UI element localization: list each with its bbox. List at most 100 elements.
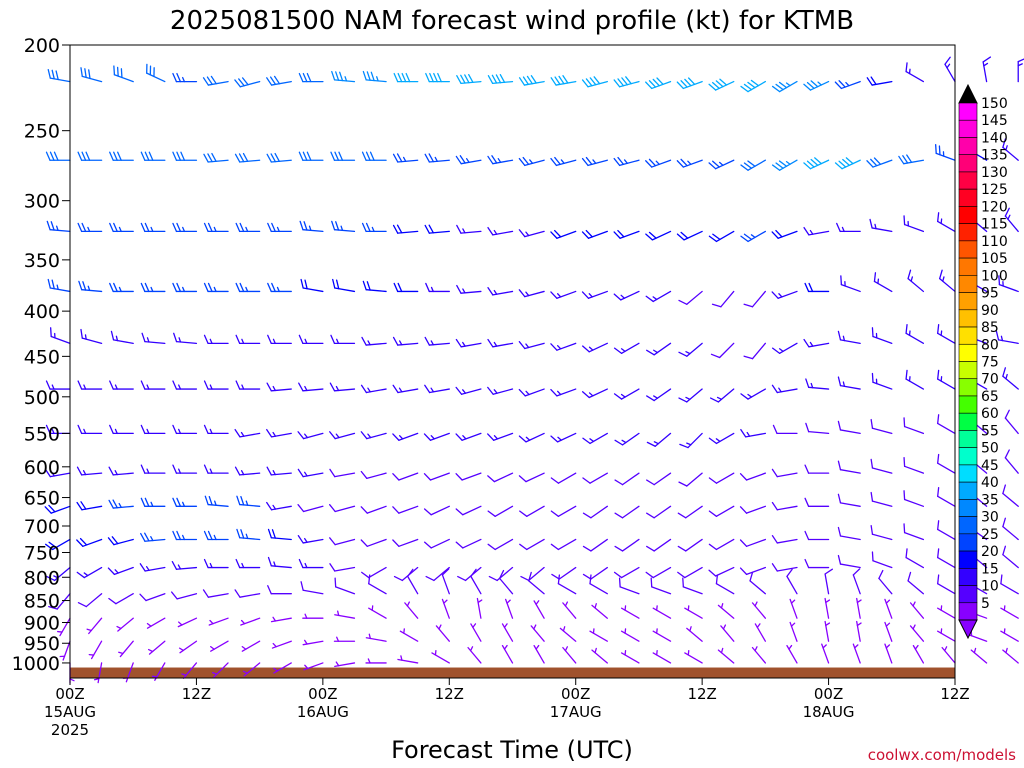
wind-barb [424,153,450,163]
wind-barb [613,76,640,88]
wind-barb [424,384,450,394]
wind-barb [834,157,861,170]
wind-barb [172,424,198,435]
wind-barb [582,432,608,445]
wind-barb [203,334,229,344]
colorbar-swatch [958,188,978,207]
wind-barb [550,432,577,443]
wind-barb [331,220,356,233]
wind-barb [441,568,450,595]
wind-barb [110,330,134,344]
wind-barb [146,63,166,83]
wind-barb [455,505,482,516]
wind-barb [652,605,672,619]
colorbar-label: 75 [981,355,999,371]
wind-barb [871,372,893,390]
wind-barb [739,538,767,547]
wind-barb [50,327,71,344]
colorbar-label: 70 [981,372,999,388]
wind-barb [937,453,956,474]
wind-barb [203,530,229,541]
wind-barb [677,505,703,519]
wind-barb [751,601,767,619]
wind-barb [645,566,672,579]
wind-barb [652,649,672,664]
wind-barb [618,577,640,595]
wind-barb [708,230,735,243]
wind-barb [1000,628,1019,642]
x-tick-label: 16AUG [297,703,349,721]
wind-barb [550,472,577,484]
wind-barb [487,432,514,441]
wind-barb [871,551,893,569]
wind-barb [620,628,640,642]
wind-barb [329,504,356,513]
wind-barb [645,77,672,90]
colorbar-swatch [958,378,978,397]
wind-barb [235,380,261,390]
wind-barb [501,623,514,642]
wind-barb [298,558,324,569]
wind-barb [360,538,387,547]
wind-barb [425,566,450,582]
colorbar-label: 5 [981,596,990,612]
wind-barb [271,640,292,649]
wind-barb [1000,574,1019,595]
wind-barb [267,556,292,569]
wind-barb [77,222,103,233]
wind-barb [898,154,925,165]
wind-barb [88,640,103,660]
wind-barb [203,558,229,569]
wind-barb [113,65,134,83]
wind-barb [1004,409,1019,435]
colorbar-swatch [958,481,978,500]
wind-barb [109,424,134,435]
wind-barb [297,535,324,544]
y-tick-label: 550 [24,423,60,445]
wind-barb [181,662,198,679]
wind-barb [302,613,324,619]
wind-barb [589,628,608,642]
wind-barb [44,538,71,551]
wind-barb [903,417,925,435]
wind-barb [646,505,672,519]
wind-barb [77,151,103,161]
wind-barb [86,617,103,635]
wind-barb [467,646,482,664]
wind-barb [754,623,767,642]
wind-barb [203,464,229,474]
wind-barb [676,230,703,241]
wind-barb [455,538,482,549]
wind-barb [59,640,71,661]
y-tick-label: 450 [24,346,60,368]
wind-barb [266,152,292,163]
wind-barb [235,558,261,569]
wind-barb [140,464,166,474]
colorbar-label: 110 [981,234,1008,250]
wind-barb [267,528,292,541]
wind-barb [771,80,798,93]
wind-barb [614,538,640,552]
wind-barb [869,218,893,233]
wind-barb [708,505,735,517]
colorbar-label: 140 [981,130,1008,146]
wind-barb [789,598,798,619]
wind-barb [392,432,419,441]
wind-barb [678,290,703,305]
wind-barb [676,77,703,90]
wind-barb [739,505,767,514]
wind-barb [528,571,545,595]
y-tick-label: 350 [24,250,60,272]
wind-barb [589,574,608,595]
wind-barb [204,495,229,507]
colorbar-label: 100 [981,268,1008,284]
colorbar-swatch [958,206,978,224]
wind-barb [236,528,261,541]
wind-barb [392,336,419,346]
wind-barb [551,566,577,580]
wind-barb [235,282,261,293]
wind-barb [836,222,861,233]
wind-barb [740,388,767,400]
wind-barb [368,605,387,619]
wind-barb [118,640,134,658]
